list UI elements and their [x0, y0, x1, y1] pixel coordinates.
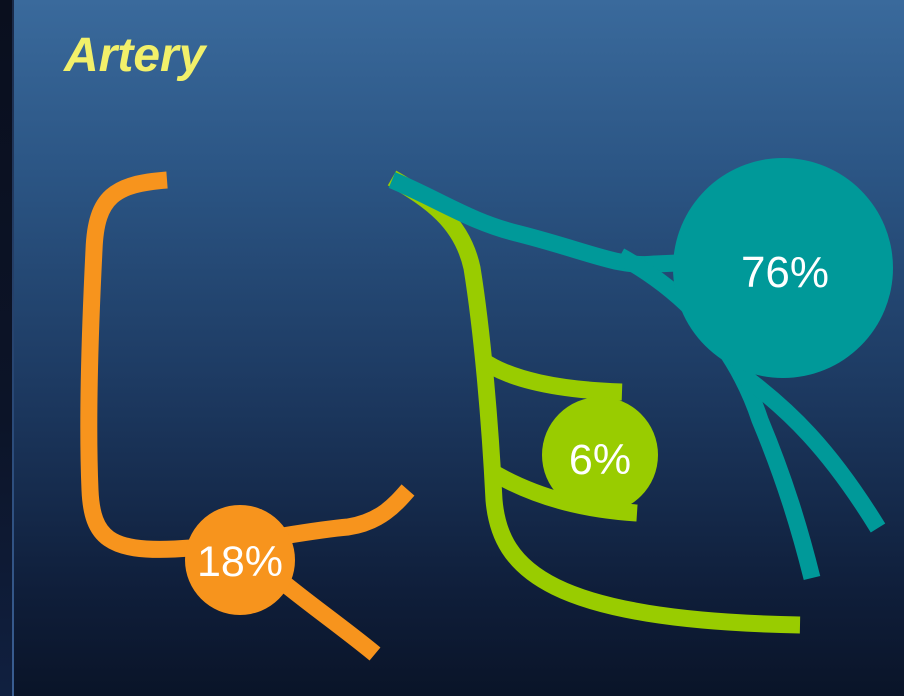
artery-diagram: 18% 6% 76% [80, 158, 893, 661]
orange-vessel-trunk [80, 171, 415, 558]
green-vessel-upper-branch [477, 352, 623, 401]
orange-node: 18% [185, 505, 295, 615]
teal-node: 76% [673, 158, 893, 378]
orange-node-label: 18% [197, 538, 283, 586]
teal-vessel-main [388, 172, 701, 274]
green-vessel-lower-branch [487, 464, 638, 522]
green-node-circle [542, 397, 658, 513]
left-edge-bar [0, 0, 14, 696]
slide-title: Artery [64, 29, 206, 82]
green-vessel [387, 170, 801, 634]
slide: Artery 18% 6% 76% [14, 0, 904, 696]
green-node-label: 6% [569, 436, 631, 484]
green-vessel-trunk [387, 170, 801, 634]
teal-vessel-right-branch [732, 365, 886, 533]
orange-node-circle [185, 505, 295, 615]
teal-node-label: 76% [741, 248, 829, 297]
teal-node-circle [673, 158, 893, 378]
green-node: 6% [542, 397, 658, 513]
